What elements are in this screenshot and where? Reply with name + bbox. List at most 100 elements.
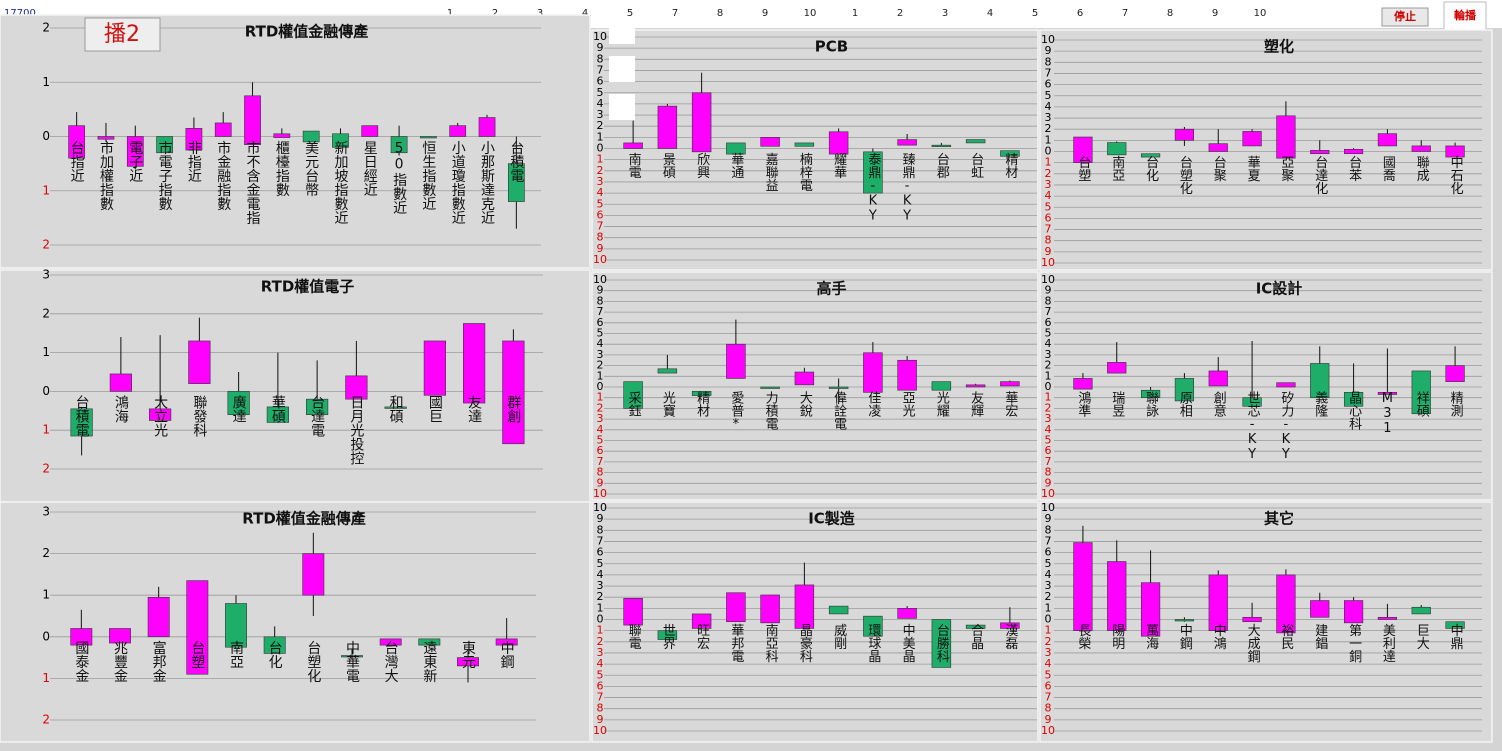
candle-body bbox=[1377, 616, 1398, 620]
y-tick-label: 0 bbox=[597, 142, 604, 155]
y-tick-label: 1 bbox=[597, 601, 604, 614]
category-label: 嘉聯益 bbox=[763, 153, 779, 192]
column-number: 5 bbox=[627, 8, 633, 19]
category-label: 世芯-KY bbox=[1245, 391, 1261, 462]
candle-body bbox=[502, 340, 525, 445]
y-tick-label: 1 bbox=[1045, 156, 1052, 169]
y-tick-label: 3 bbox=[1045, 412, 1052, 425]
category-label: 恒生指數近 bbox=[420, 141, 436, 211]
candle-body bbox=[691, 390, 712, 396]
y-tick-label: 5 bbox=[597, 327, 604, 340]
y-tick-label: 2 bbox=[1045, 635, 1052, 648]
candle-body bbox=[794, 371, 815, 386]
column-number: 8 bbox=[1167, 8, 1173, 19]
candle-body bbox=[1411, 145, 1431, 152]
candle-body bbox=[794, 142, 815, 147]
category-label: 矽力-KY bbox=[1278, 391, 1294, 462]
category-label: 國泰金 bbox=[73, 641, 89, 683]
category-label: 台塑 bbox=[189, 641, 205, 669]
category-label: 漢磊 bbox=[1002, 624, 1018, 650]
y-tick-label: 3 bbox=[1045, 646, 1052, 659]
y-tick-label: 5 bbox=[1045, 89, 1052, 102]
y-tick-label: 7 bbox=[1045, 691, 1052, 704]
panel bbox=[591, 501, 1039, 743]
candle-body bbox=[1242, 616, 1262, 623]
candle-body bbox=[897, 139, 917, 146]
stop-button-label: 停止 bbox=[1394, 9, 1416, 23]
candle-body bbox=[897, 608, 917, 619]
category-label: 星日經近 bbox=[362, 141, 378, 197]
column-number: 9 bbox=[762, 8, 768, 19]
candle-body bbox=[794, 584, 815, 629]
y-tick-label: 1 bbox=[597, 391, 604, 404]
category-label: 中華電 bbox=[344, 641, 360, 683]
category-label: 台郡 bbox=[934, 153, 950, 180]
candle-body bbox=[1343, 392, 1364, 407]
y-tick-label: 1 bbox=[1045, 624, 1052, 637]
panel-button[interactable] bbox=[84, 17, 161, 52]
y-tick-label: 4 bbox=[1045, 189, 1052, 202]
category-label: 第一銅 bbox=[1346, 624, 1362, 663]
category-label: 景碩 bbox=[660, 153, 676, 179]
category-label: 台化 bbox=[1143, 156, 1159, 183]
category-label: 力積電 bbox=[763, 391, 779, 430]
candle-body bbox=[931, 381, 952, 391]
candle-body bbox=[1445, 145, 1465, 158]
chart-title: PCB bbox=[815, 38, 848, 56]
candle-body bbox=[214, 122, 232, 137]
category-label: 台化 bbox=[267, 641, 283, 670]
candle-body bbox=[463, 323, 486, 404]
stop-button[interactable] bbox=[1381, 7, 1429, 27]
category-label: 台塑化 bbox=[1177, 156, 1193, 196]
y-tick-label: 7 bbox=[1045, 455, 1052, 468]
candle-body bbox=[186, 580, 209, 675]
candle-body bbox=[390, 136, 408, 154]
candle-body bbox=[863, 151, 883, 194]
y-tick-label: 1 bbox=[1045, 391, 1052, 404]
y-tick-label: 4 bbox=[597, 568, 604, 581]
candle-body bbox=[1411, 370, 1431, 415]
candle-body bbox=[1140, 582, 1161, 637]
candle-body bbox=[1107, 561, 1127, 631]
category-label: 小道瓊指數近 bbox=[450, 141, 466, 225]
y-tick-label: 3 bbox=[1045, 111, 1052, 124]
y-tick-label: 3 bbox=[597, 348, 604, 361]
category-label: 大立光 bbox=[152, 395, 168, 438]
y-tick-label: 4 bbox=[1045, 337, 1052, 350]
y-tick-label: 8 bbox=[1045, 234, 1052, 247]
category-label: 耀華 bbox=[831, 153, 847, 179]
category-label: 台達電 bbox=[309, 395, 325, 437]
y-tick-label: 3 bbox=[42, 268, 50, 282]
category-label: 和碩 bbox=[388, 395, 404, 423]
category-label: 華碩 bbox=[270, 395, 286, 423]
candle-body bbox=[273, 133, 291, 138]
y-tick-label: 8 bbox=[1045, 523, 1052, 536]
candle-body bbox=[384, 406, 407, 409]
y-tick-label: 2 bbox=[597, 590, 604, 603]
y-tick-label: 0 bbox=[42, 129, 50, 143]
y-tick-label: 6 bbox=[1045, 211, 1052, 224]
y-tick-label: 3 bbox=[42, 505, 50, 519]
category-label: 聯發科 bbox=[191, 395, 207, 437]
category-label: 義隆 bbox=[1312, 390, 1328, 418]
candle-body bbox=[691, 613, 712, 629]
candle-body bbox=[863, 615, 883, 637]
candle-body bbox=[1174, 128, 1195, 141]
y-tick-label: 6 bbox=[597, 316, 604, 329]
candle-body bbox=[227, 391, 250, 415]
category-label: 采鈺 bbox=[626, 391, 642, 417]
y-tick-label: 1 bbox=[597, 369, 604, 382]
candle-body bbox=[1140, 153, 1161, 158]
y-tick-label: 2 bbox=[1045, 122, 1052, 135]
category-label: 台達化 bbox=[1312, 156, 1328, 196]
y-tick-label: 2 bbox=[1045, 167, 1052, 180]
y-tick-label: 2 bbox=[42, 713, 50, 727]
candle-body bbox=[302, 553, 325, 596]
y-tick-label: 1 bbox=[42, 75, 50, 89]
candle-body bbox=[225, 603, 247, 648]
candle-body bbox=[306, 398, 329, 415]
category-label: 原相 bbox=[1177, 391, 1193, 417]
y-tick-label: 4 bbox=[597, 657, 604, 670]
y-tick-label: 2 bbox=[597, 119, 604, 132]
